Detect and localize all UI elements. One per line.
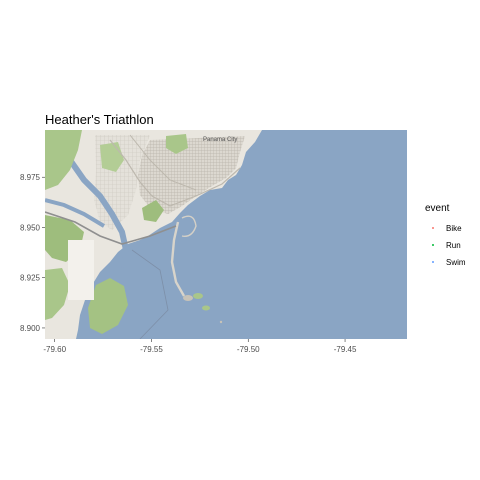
legend-title: event (425, 203, 450, 214)
x-tick-label: -79.45 (334, 345, 357, 354)
legend-dot-bike (432, 227, 434, 229)
legend-dot-swim (432, 261, 434, 263)
y-tick-label: 8.900 (20, 324, 41, 333)
island (183, 295, 193, 301)
x-tick-label: -79.60 (43, 345, 66, 354)
highway (45, 211, 177, 245)
legend: event Bike Run Swim (425, 203, 466, 271)
highway (129, 134, 197, 191)
x-tick-label: -79.55 (140, 345, 163, 354)
canal (45, 198, 106, 228)
park-area (45, 130, 82, 190)
island (219, 320, 223, 324)
park-area (88, 278, 128, 334)
x-axis: -79.60 -79.55 -79.50 -79.45 (43, 339, 357, 354)
legend-label: Swim (446, 258, 466, 267)
legend-dot-run (432, 244, 434, 246)
legend-key (425, 220, 442, 237)
boundary-line (131, 249, 169, 339)
x-tick-label: -79.50 (237, 345, 260, 354)
y-tick-label: 8.975 (20, 173, 41, 182)
island (193, 293, 203, 299)
island (202, 305, 210, 311)
legend-key (425, 254, 442, 271)
y-axis: 8.975 8.950 8.925 8.900 (20, 173, 45, 333)
urban-area (138, 136, 245, 214)
airport-area (68, 240, 94, 300)
y-tick-label: 8.950 (20, 223, 41, 232)
legend-item-swim: Swim (425, 254, 466, 271)
legend-key (425, 237, 442, 254)
park-area (166, 134, 188, 154)
plot-title: Heather's Triathlon (45, 112, 154, 127)
basemap-tile[interactable] (45, 130, 407, 339)
legend-label: Run (446, 241, 461, 250)
highway (109, 139, 241, 207)
legend-item-bike: Bike (425, 220, 466, 237)
causeway (170, 221, 186, 297)
marina (181, 215, 197, 237)
y-tick-label: 8.925 (20, 274, 41, 283)
legend-item-run: Run (425, 237, 466, 254)
legend-label: Bike (446, 224, 462, 233)
park-area (45, 268, 70, 320)
park-area (142, 200, 164, 222)
place-label: Panama City (203, 137, 237, 143)
